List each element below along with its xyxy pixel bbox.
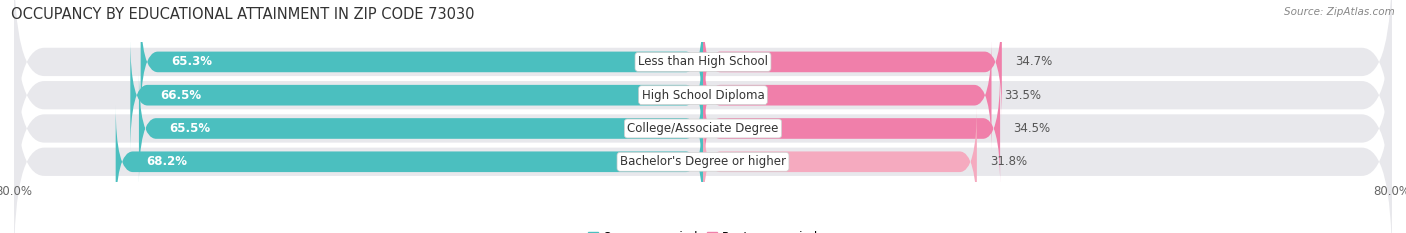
FancyBboxPatch shape: [14, 0, 1392, 198]
FancyBboxPatch shape: [141, 6, 703, 118]
FancyBboxPatch shape: [703, 39, 991, 151]
FancyBboxPatch shape: [14, 0, 1392, 164]
Legend: Owner-occupied, Renter-occupied: Owner-occupied, Renter-occupied: [583, 226, 823, 233]
Text: OCCUPANCY BY EDUCATIONAL ATTAINMENT IN ZIP CODE 73030: OCCUPANCY BY EDUCATIONAL ATTAINMENT IN Z…: [11, 7, 475, 22]
FancyBboxPatch shape: [703, 106, 977, 218]
Text: 66.5%: 66.5%: [160, 89, 201, 102]
Text: 65.3%: 65.3%: [170, 55, 212, 69]
Text: 34.7%: 34.7%: [1015, 55, 1052, 69]
Text: 68.2%: 68.2%: [146, 155, 187, 168]
Text: 65.5%: 65.5%: [169, 122, 209, 135]
FancyBboxPatch shape: [703, 72, 1000, 185]
Text: Source: ZipAtlas.com: Source: ZipAtlas.com: [1284, 7, 1395, 17]
FancyBboxPatch shape: [115, 106, 703, 218]
Text: High School Diploma: High School Diploma: [641, 89, 765, 102]
Text: Bachelor's Degree or higher: Bachelor's Degree or higher: [620, 155, 786, 168]
FancyBboxPatch shape: [14, 59, 1392, 233]
Text: Less than High School: Less than High School: [638, 55, 768, 69]
FancyBboxPatch shape: [14, 26, 1392, 231]
Text: 33.5%: 33.5%: [1004, 89, 1042, 102]
Text: 34.5%: 34.5%: [1012, 122, 1050, 135]
Text: 31.8%: 31.8%: [990, 155, 1026, 168]
FancyBboxPatch shape: [139, 72, 703, 185]
FancyBboxPatch shape: [703, 6, 1002, 118]
Text: College/Associate Degree: College/Associate Degree: [627, 122, 779, 135]
FancyBboxPatch shape: [131, 39, 703, 151]
